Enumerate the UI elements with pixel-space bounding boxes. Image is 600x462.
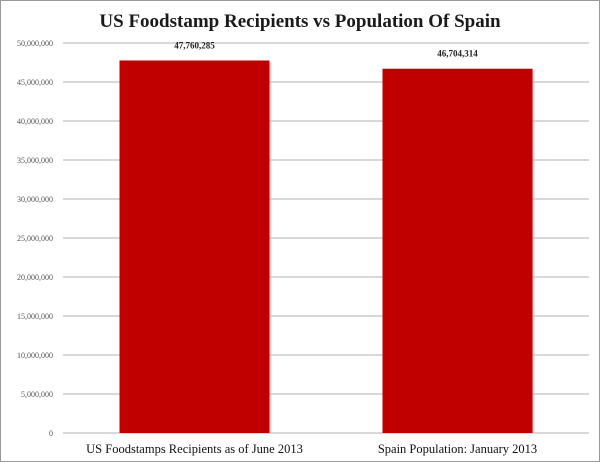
bar (382, 68, 533, 433)
y-tick-label: 15,000,000 (17, 312, 53, 321)
chart-title: US Foodstamp Recipients vs Population Of… (99, 11, 501, 32)
y-tick-label: 25,000,000 (17, 234, 53, 243)
y-tick-label: 10,000,000 (17, 351, 53, 360)
y-tick-label: 5,000,000 (21, 390, 53, 399)
data-label: 47,760,285 (174, 40, 215, 50)
y-tick-label: 50,000,000 (17, 39, 53, 48)
y-tick-label: 35,000,000 (17, 156, 53, 165)
data-label: 46,704,314 (437, 49, 478, 59)
y-tick-label: 30,000,000 (17, 195, 53, 204)
bar (119, 60, 270, 433)
y-tick-label: 20,000,000 (17, 273, 53, 282)
x-tick-label: Spain Population: January 2013 (378, 442, 537, 456)
x-tick-label: US Foodstamps Recipients as of June 2013 (86, 442, 303, 456)
y-tick-label: 45,000,000 (17, 78, 53, 87)
y-tick-label: 0 (49, 429, 53, 438)
y-tick-label: 40,000,000 (17, 117, 53, 126)
